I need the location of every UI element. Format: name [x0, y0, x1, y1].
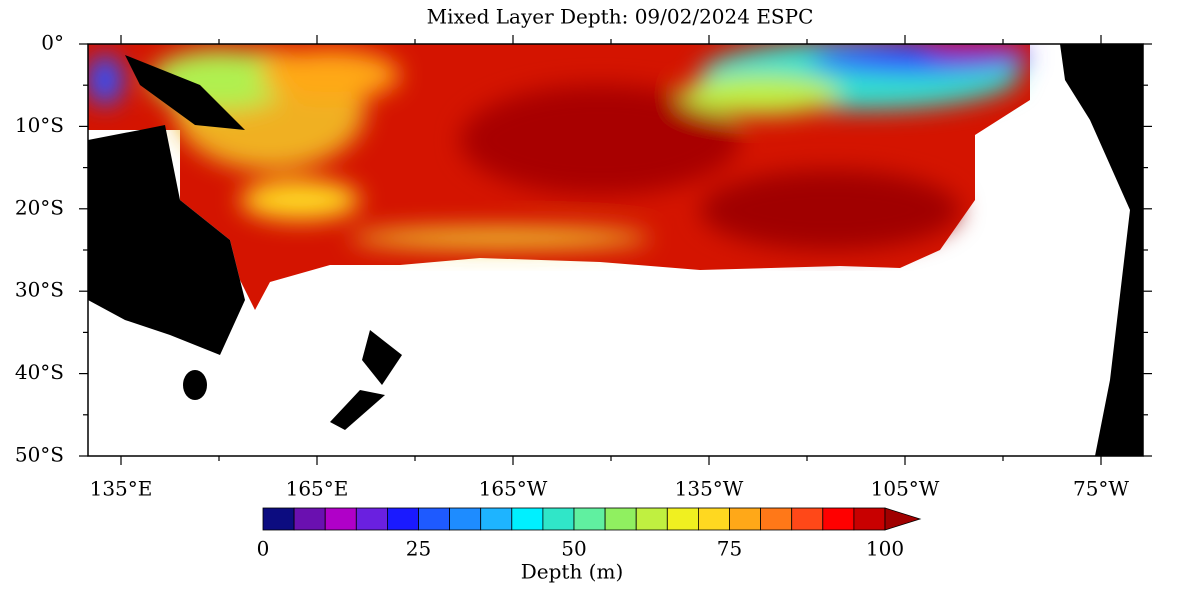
- colorbar-tick-label: 100: [866, 537, 904, 561]
- colorbar-box: [324, 507, 357, 531]
- lon-label: 135°W: [675, 477, 744, 501]
- colorbar-box: [791, 507, 824, 531]
- lat-label: 40°S: [15, 360, 64, 384]
- colorbar-box: [418, 507, 451, 531]
- colorbar-box: [760, 507, 793, 531]
- colorbar-box: [635, 507, 668, 531]
- colorbar-extend: [884, 507, 922, 531]
- colorbar-box: [511, 507, 544, 531]
- colorbar-box: [698, 507, 730, 531]
- colorbar-box: [386, 507, 419, 531]
- frame-ticks: [79, 35, 1152, 465]
- lat-label: 0°: [41, 31, 64, 55]
- colorbar-tick-label: 0: [257, 537, 270, 561]
- colorbar-box: [542, 507, 575, 531]
- map-field: [88, 44, 1143, 456]
- lon-label: 75°W: [1073, 477, 1129, 501]
- colorbar-box: [604, 507, 637, 531]
- colorbar-tick-label: 75: [717, 537, 742, 561]
- lat-label: 20°S: [15, 195, 64, 219]
- lon-label: 105°W: [871, 477, 940, 501]
- colorbar-label: Depth (m): [521, 560, 624, 584]
- land: [88, 44, 1143, 456]
- colorbar-box: [573, 507, 606, 531]
- lon-label: 165°E: [286, 477, 349, 501]
- colorbar-box: [262, 507, 295, 531]
- colorbar-box: [449, 507, 482, 531]
- colorbar-box: [729, 507, 762, 531]
- colorbar-tick-label: 50: [561, 537, 586, 561]
- lon-label: 165°W: [479, 477, 548, 501]
- lat-label: 10°S: [15, 113, 64, 137]
- lat-label: 30°S: [15, 278, 64, 302]
- colorbar-box: [666, 507, 699, 531]
- map-title: Mixed Layer Depth: 09/02/2024 ESPC: [427, 5, 814, 29]
- lat-label: 50°S: [15, 443, 64, 467]
- lon-label: 135°E: [90, 477, 153, 501]
- colorbar-box: [853, 507, 886, 531]
- colorbar-box: [480, 507, 513, 531]
- colorbar-box: [293, 507, 326, 531]
- colorbar-box: [822, 507, 855, 531]
- field-shading: [88, 44, 1030, 250]
- colorbar-box: [355, 507, 388, 531]
- colorbar-tick-label: 25: [406, 537, 431, 561]
